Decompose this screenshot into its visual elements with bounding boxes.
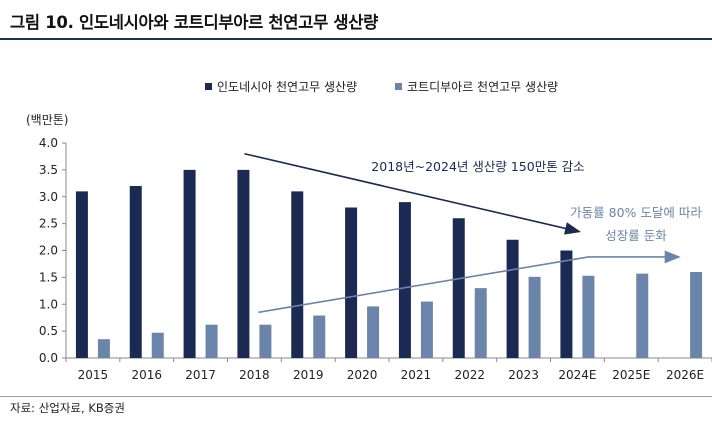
bar-indonesia-2023 (506, 239, 519, 358)
x-tick-label: 2023 (508, 368, 539, 382)
legend-swatch-2 (395, 83, 402, 90)
x-tick-label: 2022 (454, 368, 485, 382)
bar-cote-divoire-2015 (97, 339, 110, 358)
bar-indonesia-2020 (345, 207, 358, 358)
bar-indonesia-2018 (237, 169, 250, 358)
bar-indonesia-2024E (560, 250, 573, 358)
y-tick-label: 4.0 (39, 136, 58, 150)
source-divider (0, 396, 712, 397)
bar-indonesia-2022 (452, 218, 465, 358)
bar-indonesia-2021 (398, 202, 411, 358)
legend-swatch-1 (205, 83, 212, 90)
y-tick-label: 1.0 (39, 297, 58, 311)
bar-cote-divoire-2022 (474, 288, 487, 358)
legend-label-1: 인도네시아 천연고무 생산량 (217, 79, 357, 94)
decline-trend-arrow (244, 152, 581, 235)
y-tick-label: 3.5 (39, 163, 58, 177)
title-divider (0, 38, 712, 40)
chart-title: 그림 10. 인도네시아와 코트디부아르 천연고무 생산량 (10, 13, 379, 32)
x-tick-label: 2021 (401, 368, 432, 382)
x-tick-label: 2018 (239, 368, 270, 382)
annotation-decline: 2018년~2024년 생산량 150만톤 감소 (371, 159, 584, 174)
legend-label-2: 코트디부아르 천연고무 생산량 (407, 79, 558, 94)
y-tick-label: 0.0 (39, 351, 58, 365)
y-tick-label: 3.0 (39, 190, 58, 204)
x-tick-label: 2025E (612, 368, 650, 382)
x-tick-label: 2024E (558, 368, 596, 382)
x-tick-label: 2016 (131, 368, 162, 382)
y-axis-label: (백만톤) (26, 113, 68, 127)
growth-trend-arrow (258, 250, 681, 314)
y-tick-label: 2.5 (39, 217, 58, 231)
x-tick-label: 2017 (185, 368, 216, 382)
x-tick-label: 2015 (78, 368, 109, 382)
bar-cote-divoire-2016 (151, 332, 164, 358)
bar-cote-divoire-2019 (313, 315, 326, 358)
x-tick-label: 2019 (293, 368, 324, 382)
bar-cote-divoire-2020 (367, 306, 380, 358)
bar-indonesia-2019 (291, 191, 304, 358)
bar-cote-divoire-2018 (259, 324, 272, 358)
x-tick-label: 2020 (347, 368, 378, 382)
source-note: 자료: 산업자료, KB증권 (10, 401, 125, 415)
y-tick-label: 1.5 (39, 270, 58, 284)
bar-indonesia-2015 (75, 191, 88, 358)
annotation-growth-slowdown: 성장률 둔화 (605, 228, 667, 243)
bar-cote-divoire-2023 (528, 276, 541, 358)
x-tick-label: 2026E (666, 368, 704, 382)
bar-indonesia-2016 (129, 186, 142, 358)
bar-cote-divoire-2026E (690, 272, 703, 358)
bar-cote-divoire-2025E (636, 273, 649, 358)
y-tick-label: 0.5 (39, 324, 58, 338)
bar-cote-divoire-2024E (582, 275, 595, 358)
bar-cote-divoire-2021 (420, 301, 433, 358)
annotation-utilization: 가동률 80% 도달에 따라 (570, 205, 702, 220)
bar-cote-divoire-2017 (205, 324, 218, 358)
bar-indonesia-2017 (183, 169, 196, 358)
y-tick-label: 2.0 (39, 244, 58, 258)
